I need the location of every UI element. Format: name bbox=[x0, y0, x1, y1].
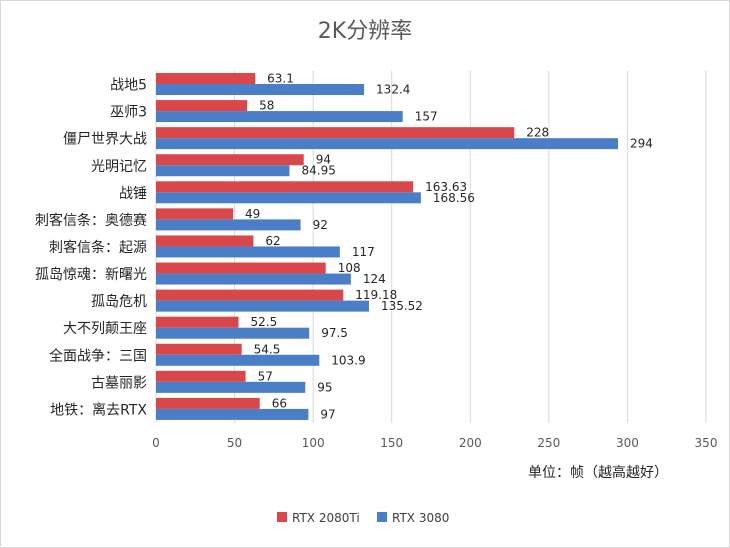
bar-rtx3080 bbox=[156, 354, 320, 366]
data-label: 84.95 bbox=[301, 164, 335, 178]
category-label: 战地5 bbox=[110, 78, 147, 94]
category-label: 全面战争：三国 bbox=[49, 347, 147, 364]
data-label: 103.9 bbox=[331, 353, 365, 367]
bar-rtx2080ti bbox=[156, 154, 304, 166]
category-label: 光明记忆 bbox=[91, 159, 147, 175]
bar-rtx2080ti bbox=[156, 397, 260, 409]
data-label: 95 bbox=[317, 380, 332, 394]
x-tick-label: 150 bbox=[380, 436, 403, 450]
category-label: 孤岛危机 bbox=[91, 294, 147, 310]
data-label: 119.18 bbox=[355, 288, 397, 302]
bar-rtx3080 bbox=[156, 327, 310, 339]
bar-rtx2080ti bbox=[156, 181, 414, 193]
data-label: 49 bbox=[245, 207, 260, 221]
data-label: 97 bbox=[320, 407, 335, 421]
data-label: 97.5 bbox=[321, 326, 348, 340]
bar-rtx3080 bbox=[156, 219, 301, 231]
data-label: 168.56 bbox=[433, 191, 475, 205]
legend-label: RTX 3080 bbox=[392, 511, 449, 525]
data-label: 57 bbox=[258, 369, 273, 383]
bar-rtx3080 bbox=[156, 408, 309, 420]
x-tick-label: 50 bbox=[227, 436, 242, 450]
legend-label: RTX 2080Ti bbox=[292, 511, 360, 525]
x-tick-label: 0 bbox=[152, 436, 160, 450]
data-label: 228 bbox=[526, 126, 549, 140]
category-label: 战锤 bbox=[119, 186, 147, 202]
bar-rtx2080ti bbox=[156, 370, 246, 382]
bar-rtx2080ti bbox=[156, 316, 239, 328]
data-label: 108 bbox=[338, 261, 361, 275]
data-label: 132.4 bbox=[376, 83, 410, 97]
data-label: 163.63 bbox=[425, 180, 467, 194]
chart-title: 2K分辨率 bbox=[318, 19, 412, 44]
bar-rtx3080 bbox=[156, 381, 306, 393]
bar-rtx3080 bbox=[156, 165, 290, 177]
x-tick-label: 250 bbox=[537, 436, 560, 450]
bar-rtx2080ti bbox=[156, 100, 248, 112]
x-tick-label: 200 bbox=[459, 436, 482, 450]
category-label: 地铁：离去RTX bbox=[50, 401, 147, 418]
data-label: 62 bbox=[265, 234, 280, 248]
data-label: 124 bbox=[363, 272, 386, 286]
legend-swatch bbox=[277, 512, 287, 522]
category-label: 大不列颠王座 bbox=[63, 321, 147, 337]
bar-rtx2080ti bbox=[156, 127, 515, 139]
category-label: 刺客信条：奥德赛 bbox=[35, 212, 147, 229]
data-label: 157 bbox=[415, 110, 438, 124]
bar-rtx2080ti bbox=[156, 289, 344, 301]
data-label: 66 bbox=[272, 396, 287, 410]
bar-rtx2080ti bbox=[156, 262, 326, 274]
data-label: 94 bbox=[316, 153, 331, 167]
data-label: 54.5 bbox=[254, 342, 281, 356]
category-label: 孤岛惊魂：新曙光 bbox=[35, 267, 147, 283]
bar-rtx2080ti bbox=[156, 73, 256, 84]
data-label: 117 bbox=[352, 245, 375, 259]
bar-rtx3080 bbox=[156, 138, 618, 150]
bar-rtx2080ti bbox=[156, 208, 233, 220]
bar-rtx3080 bbox=[156, 84, 365, 95]
bar-rtx3080 bbox=[156, 111, 403, 123]
bar-rtx3080 bbox=[156, 273, 351, 285]
data-label: 58 bbox=[259, 99, 274, 113]
category-label: 刺客信条：起源 bbox=[49, 239, 147, 256]
bar-rtx3080 bbox=[156, 246, 340, 258]
x-tick-label: 350 bbox=[695, 436, 718, 450]
x-axis-label: 单位：帧（越高越好） bbox=[528, 464, 668, 481]
bar-rtx2080ti bbox=[156, 343, 242, 355]
data-label: 135.52 bbox=[381, 299, 423, 313]
data-label: 63.1 bbox=[267, 72, 294, 86]
category-label: 巫师3 bbox=[110, 105, 147, 121]
data-label: 294 bbox=[630, 137, 653, 151]
legend-swatch bbox=[377, 512, 387, 522]
x-tick-label: 100 bbox=[302, 436, 325, 450]
bar-rtx3080 bbox=[156, 300, 369, 312]
data-label: 92 bbox=[313, 218, 328, 232]
data-label: 52.5 bbox=[251, 315, 278, 329]
x-tick-label: 300 bbox=[616, 436, 639, 450]
bar-rtx3080 bbox=[156, 192, 421, 204]
category-label: 僵尸世界大战 bbox=[63, 132, 147, 148]
category-label: 古墓丽影 bbox=[91, 375, 147, 391]
bar-rtx2080ti bbox=[156, 235, 254, 247]
